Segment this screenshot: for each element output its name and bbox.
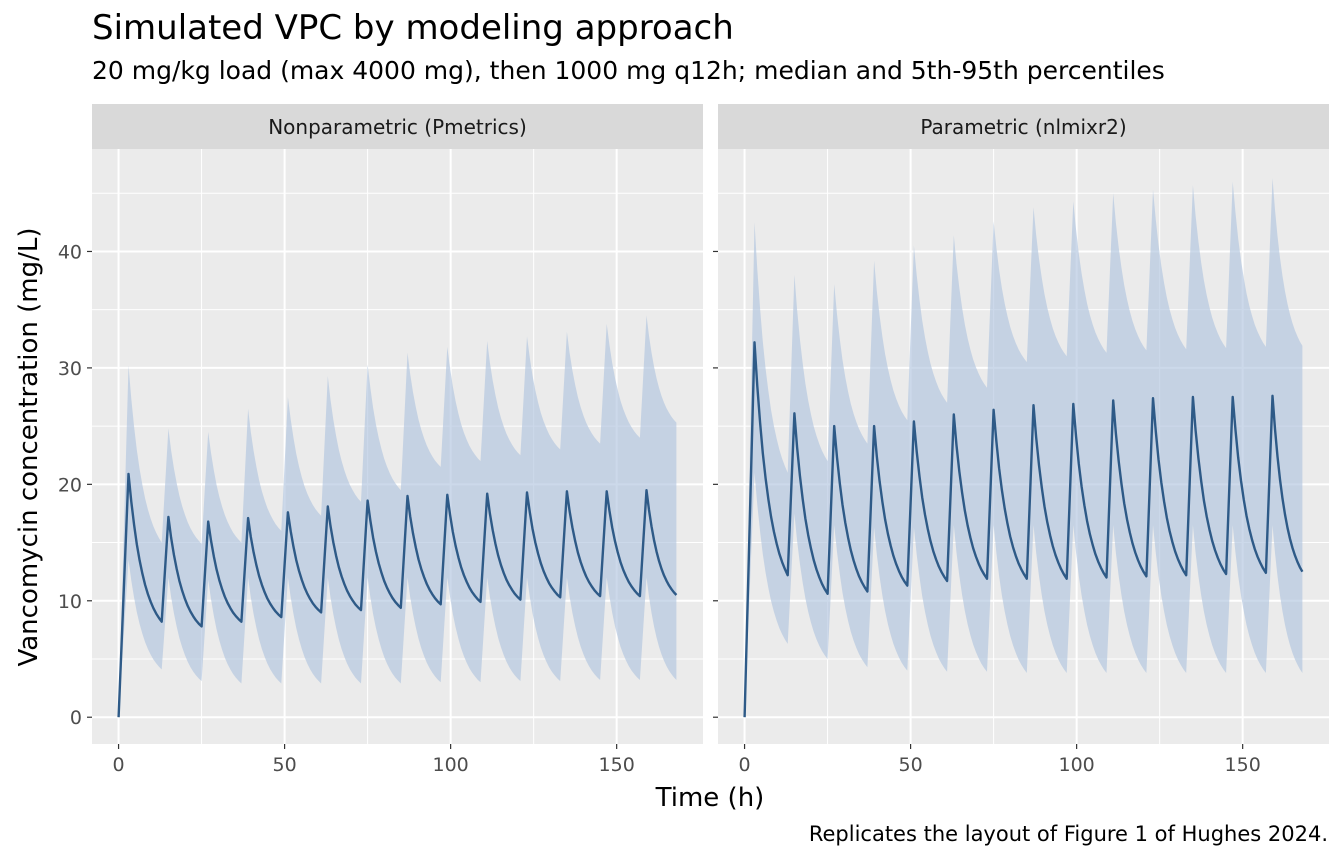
x-tick-label: 50 <box>899 754 923 776</box>
facet-strip <box>92 104 703 149</box>
y-tick-label: 10 <box>58 591 82 613</box>
facet-strip-label: Parametric (nlmixr2) <box>920 115 1126 139</box>
chart-subtitle: 20 mg/kg load (max 4000 mg), then 1000 m… <box>92 56 1165 85</box>
x-tick-label: 100 <box>1058 754 1094 776</box>
percentile-ribbon <box>118 315 677 718</box>
y-tick-label: 40 <box>58 241 82 263</box>
x-tick-label: 0 <box>739 754 751 776</box>
y-tick-label: 20 <box>58 474 82 496</box>
x-tick-label: 150 <box>599 754 635 776</box>
x-tick-label: 100 <box>432 754 468 776</box>
x-tick-label: 50 <box>273 754 297 776</box>
y-tick-label: 0 <box>70 707 82 729</box>
facet-strip-label: Nonparametric (Pmetrics) <box>268 115 527 139</box>
median-line <box>117 472 678 718</box>
facet-strip <box>718 104 1329 149</box>
panel-nonparametric: Nonparametric (Pmetrics) 0 50 100 150 0 10 20 30… <box>58 104 703 776</box>
panel-parametric: Parametric (nlmixr2) 0 50 100 150 <box>713 104 1329 776</box>
percentile-ribbon <box>744 178 1303 718</box>
y-tick-label: 30 <box>58 358 82 380</box>
x-axis-label: Time (h) <box>655 783 765 813</box>
x-tick-label: 150 <box>1225 754 1261 776</box>
y-axis-label: Vancomycin concentration (mg/L) <box>14 227 44 666</box>
chart-caption: Replicates the layout of Figure 1 of Hug… <box>808 822 1328 846</box>
x-tick-label: 0 <box>113 754 125 776</box>
median-line <box>743 341 1304 718</box>
chart-title: Simulated VPC by modeling approach <box>92 8 734 48</box>
